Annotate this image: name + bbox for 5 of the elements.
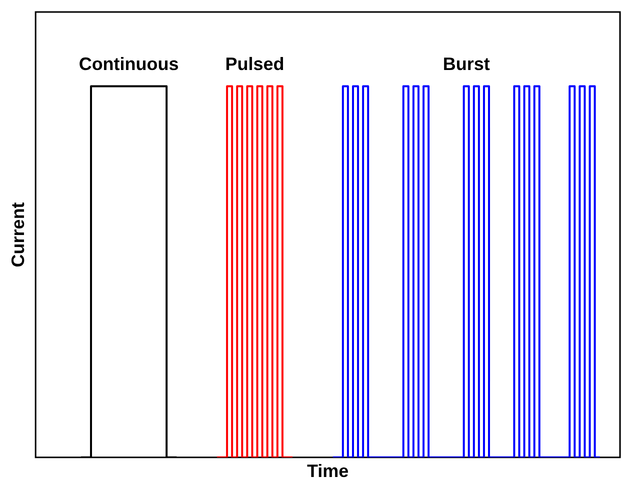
y-axis-title: Current <box>8 202 28 268</box>
x-axis-title: Time <box>306 461 349 482</box>
series-label: Burst <box>442 54 490 74</box>
series-label: Continuous <box>78 54 179 74</box>
series-label: Pulsed <box>225 54 284 74</box>
